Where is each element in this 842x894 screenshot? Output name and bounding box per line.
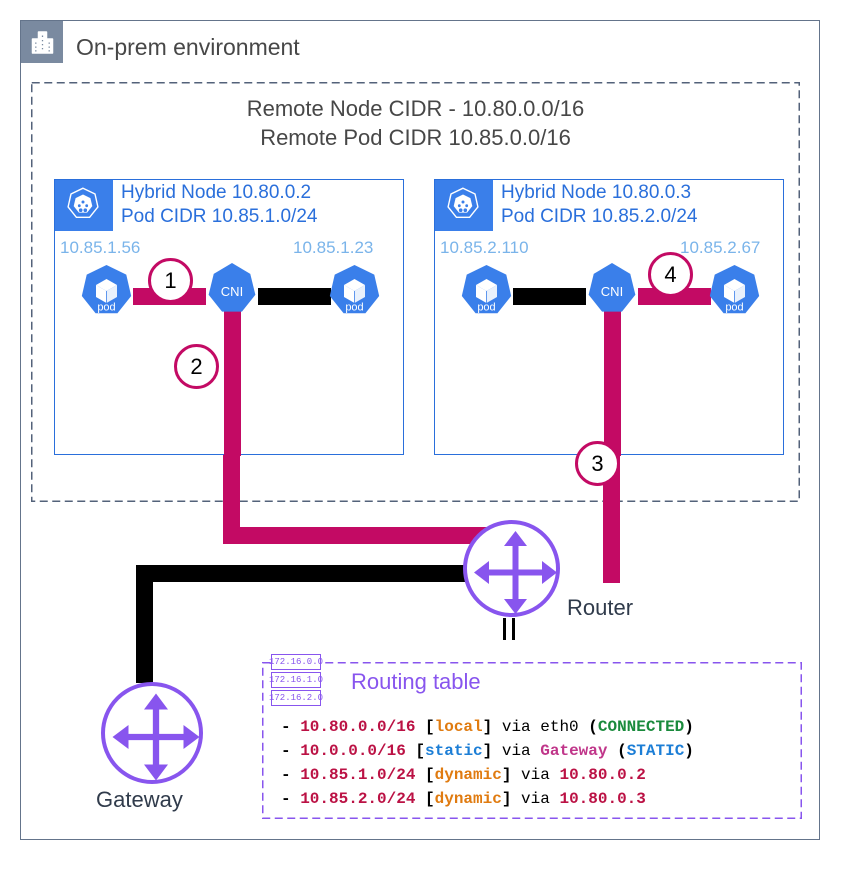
svg-text:pod: pod [477,302,495,314]
svg-text:CNI: CNI [601,284,623,299]
svg-text:pod: pod [345,302,363,314]
svg-text:pod: pod [97,302,115,314]
svg-text:pod: pod [725,302,743,314]
svg-text:CNI: CNI [221,284,243,299]
